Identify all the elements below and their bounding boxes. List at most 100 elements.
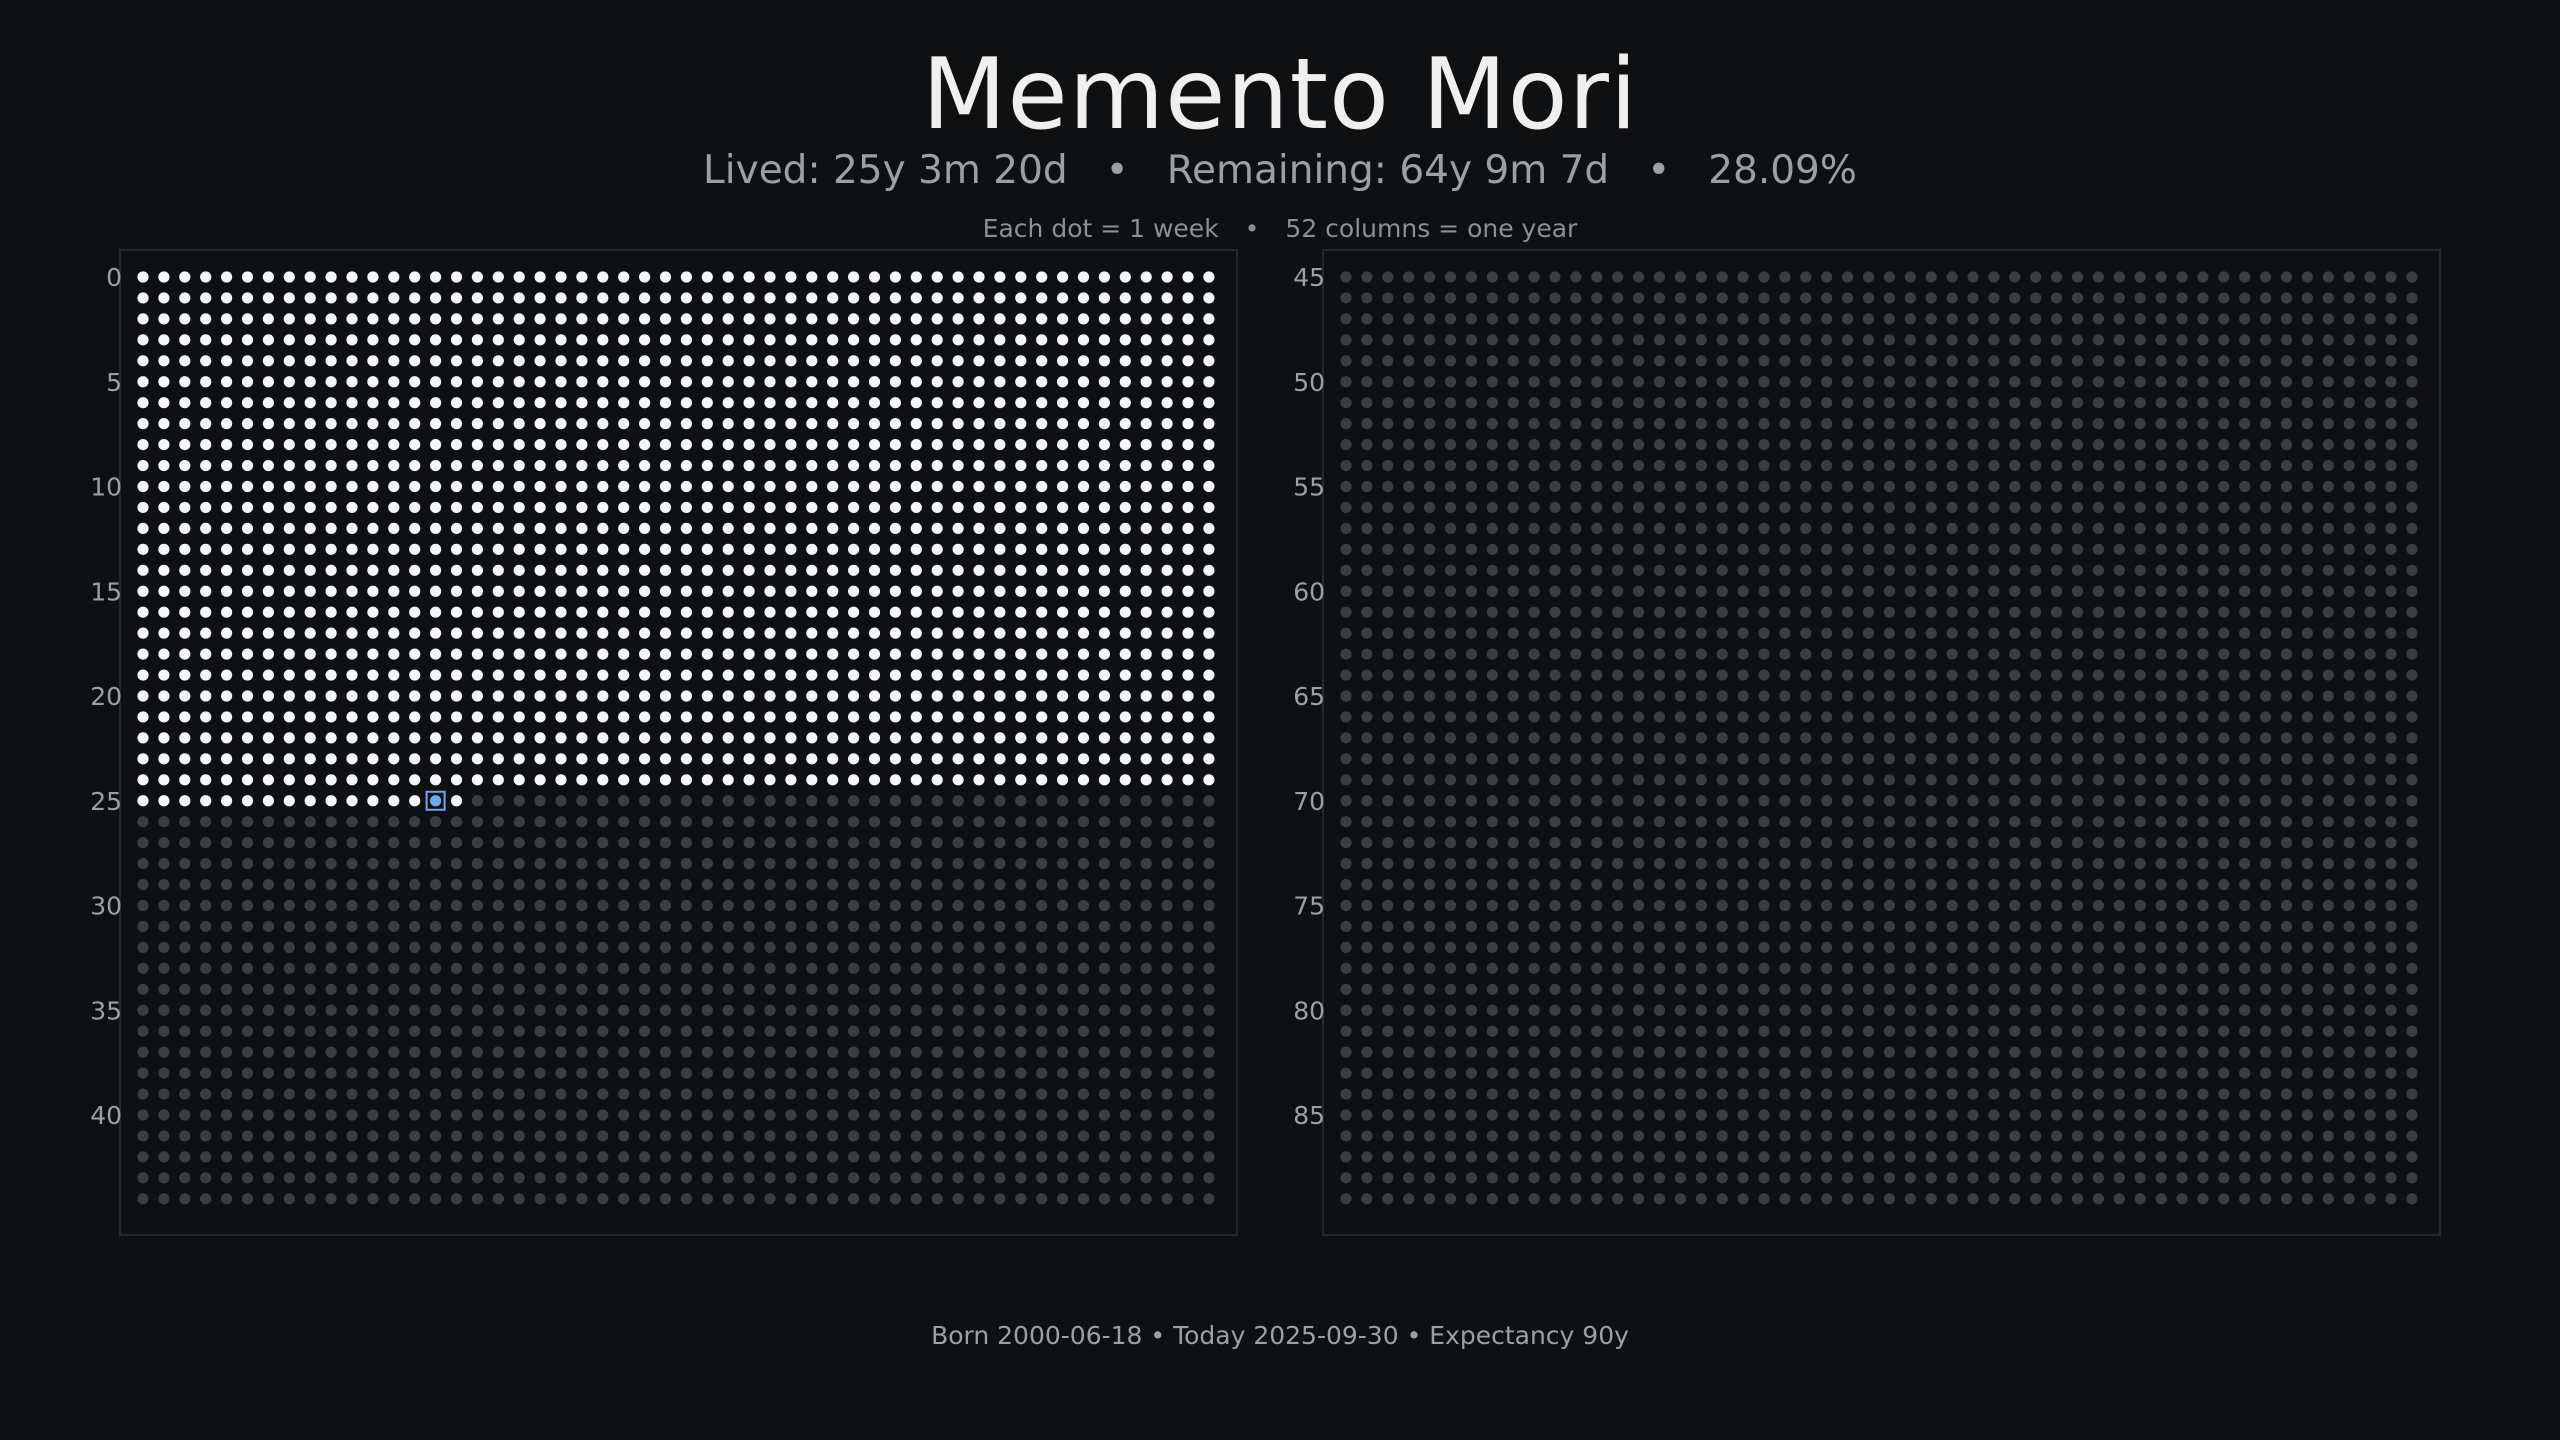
remaining-week-dot	[1758, 1004, 1770, 1016]
remaining-week-dot	[1203, 899, 1215, 912]
remaining-week-dot	[1758, 858, 1770, 870]
remaining-week-dot	[492, 1067, 504, 1079]
lived-week-dot	[179, 774, 191, 786]
lived-week-dot	[785, 543, 797, 555]
remaining-week-dot	[1507, 522, 1519, 535]
lived-week-dot	[367, 439, 379, 451]
remaining-week-dot	[325, 1151, 337, 1163]
remaining-week-dot	[2406, 355, 2418, 367]
lived-week-dot	[576, 753, 588, 765]
remaining-week-dot	[1140, 1109, 1152, 1121]
lived-week-dot	[680, 564, 693, 576]
remaining-week-dot	[1904, 1004, 1916, 1016]
remaining-week-dot	[325, 1193, 337, 1205]
remaining-week-dot	[1486, 837, 1498, 849]
lived-week-dot	[1119, 732, 1131, 744]
remaining-week-dot	[1465, 480, 1477, 493]
lived-week-dot	[325, 480, 337, 493]
remaining-week-dot	[1161, 1046, 1173, 1058]
remaining-week-dot	[492, 837, 504, 849]
remaining-week-dot	[701, 941, 713, 954]
remaining-week-dot	[1737, 711, 1749, 723]
remaining-week-dot	[1695, 543, 1707, 555]
remaining-week-dot	[1507, 858, 1519, 870]
remaining-week-dot	[2134, 690, 2146, 702]
remaining-week-dot	[2239, 606, 2251, 618]
lived-week-dot	[576, 690, 588, 702]
lived-week-dot	[325, 292, 337, 304]
remaining-week-dot	[450, 1109, 463, 1121]
remaining-week-dot	[409, 1025, 421, 1037]
remaining-week-dot	[1967, 376, 1979, 388]
remaining-week-dot	[1444, 690, 1457, 702]
remaining-week-dot	[1653, 334, 1666, 346]
remaining-week-dot	[931, 1109, 943, 1121]
lived-week-dot	[200, 648, 212, 660]
lived-week-dot	[680, 522, 693, 535]
remaining-week-dot	[513, 899, 525, 912]
remaining-week-dot	[2092, 480, 2104, 493]
remaining-week-dot	[1821, 711, 1833, 723]
remaining-week-dot	[1904, 962, 1916, 974]
remaining-week-dot	[1779, 1046, 1791, 1058]
remaining-week-dot	[2071, 1067, 2084, 1079]
remaining-week-dot	[1800, 627, 1812, 639]
lived-week-dot	[1119, 501, 1131, 514]
remaining-week-dot	[471, 1046, 483, 1058]
remaining-week-dot	[450, 1193, 463, 1205]
remaining-week-dot	[2218, 292, 2230, 304]
lived-week-dot	[576, 480, 588, 493]
remaining-week-dot	[1570, 795, 1582, 807]
remaining-week-dot	[1403, 1025, 1415, 1037]
remaining-week-dot	[2343, 941, 2355, 954]
lived-week-dot	[409, 292, 421, 304]
remaining-week-dot	[1779, 334, 1791, 346]
lived-week-dot	[492, 271, 504, 283]
remaining-week-dot	[848, 1172, 860, 1184]
remaining-week-dot	[1862, 648, 1875, 660]
remaining-week-dot	[1862, 1151, 1875, 1163]
lived-week-dot	[1140, 711, 1152, 723]
remaining-week-dot	[2155, 753, 2167, 765]
remaining-week-dot	[2218, 941, 2230, 954]
remaining-week-dot	[1695, 795, 1707, 807]
remaining-week-dot	[1779, 983, 1791, 995]
remaining-week-dot	[346, 1193, 358, 1205]
lived-week-dot	[262, 334, 274, 346]
lived-week-dot	[513, 669, 525, 681]
lived-week-dot	[409, 501, 421, 514]
remaining-week-dot	[1591, 920, 1603, 933]
remaining-week-dot	[1465, 690, 1477, 702]
remaining-week-dot	[722, 962, 734, 974]
remaining-week-dot	[764, 816, 776, 828]
remaining-week-dot	[2092, 816, 2104, 828]
remaining-week-dot	[2113, 459, 2125, 472]
remaining-week-dot	[2385, 543, 2397, 555]
lived-week-dot	[931, 774, 943, 786]
remaining-week-dot	[137, 1025, 149, 1037]
lived-week-dot	[868, 732, 881, 744]
remaining-week-dot	[2301, 669, 2313, 681]
remaining-week-dot	[1653, 606, 1666, 618]
remaining-week-dot	[1883, 669, 1895, 681]
remaining-week-dot	[2280, 774, 2293, 786]
lived-week-dot	[1015, 648, 1027, 660]
lived-week-dot	[785, 292, 797, 304]
remaining-week-dot	[1842, 774, 1854, 786]
remaining-week-dot	[1465, 962, 1477, 974]
remaining-week-dot	[2385, 711, 2397, 723]
lived-week-dot	[555, 753, 567, 765]
remaining-week-dot	[2092, 837, 2104, 849]
lived-week-dot	[868, 480, 881, 493]
remaining-week-dot	[1424, 941, 1436, 954]
remaining-week-dot	[2322, 564, 2334, 576]
lived-week-dot	[283, 606, 295, 618]
remaining-week-dot	[2134, 878, 2146, 891]
remaining-week-dot	[1444, 1025, 1457, 1037]
lived-week-dot	[743, 334, 755, 346]
remaining-week-dot	[1800, 669, 1812, 681]
remaining-week-dot	[1203, 858, 1215, 870]
remaining-week-dot	[1424, 334, 1436, 346]
remaining-week-dot	[2280, 795, 2293, 807]
remaining-week-dot	[346, 1151, 358, 1163]
